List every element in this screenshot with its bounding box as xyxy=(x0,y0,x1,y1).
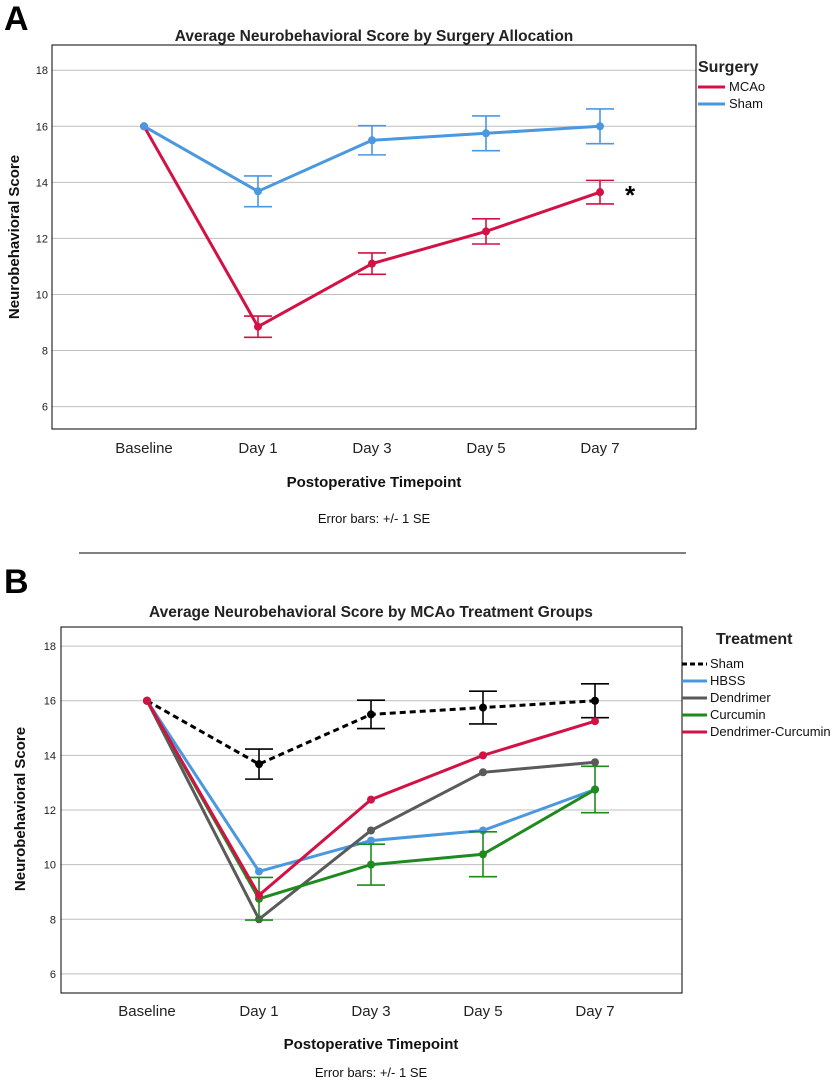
point-curcumin-day-7 xyxy=(591,785,599,794)
legend-item-mcao: MCAo xyxy=(698,79,765,94)
legend-item-dendrimer-curcumin: Dendrimer-Curcumin xyxy=(682,724,831,739)
y-tick-label-8: 8 xyxy=(50,914,56,926)
legend-label: Dendrimer-Curcumin xyxy=(710,724,831,739)
x-tick-label-day-5: Day 5 xyxy=(463,1003,502,1020)
point-mcao-day-1 xyxy=(254,322,262,331)
legend-item-sham: Sham xyxy=(682,656,744,671)
panel-a-x-axis-label: Postoperative Timepoint xyxy=(287,474,462,491)
point-sham-baseline xyxy=(140,122,148,131)
x-tick-label-day-1: Day 1 xyxy=(239,1003,278,1020)
y-tick-label-18: 18 xyxy=(36,65,48,77)
point-sham-day-3 xyxy=(368,136,376,145)
panel-b-y-tick-labels: 6 8 10 12 14 16 18 xyxy=(44,641,56,981)
y-tick-label-10: 10 xyxy=(44,860,56,872)
legend-item-dendrimer: Dendrimer xyxy=(682,690,771,705)
panel-b-x-axis-label: Postoperative Timepoint xyxy=(284,1036,459,1053)
series-dendrimer-curcumin xyxy=(143,696,599,900)
panel-b-y-axis-label: Neurobehavioral Score xyxy=(12,727,29,891)
panel-a-title: Average Neurobehavioral Score by Surgery… xyxy=(175,28,574,45)
panel-b-plot-frame xyxy=(60,626,683,994)
series-sham xyxy=(140,108,614,208)
panel-a-y-tick-labels: 6 8 10 12 14 16 18 xyxy=(36,65,48,413)
panel-b-gridlines xyxy=(61,645,682,975)
y-tick-label-6: 6 xyxy=(50,969,56,981)
x-tick-label-day-7: Day 7 xyxy=(580,440,619,457)
y-tick-label-12: 12 xyxy=(44,805,56,817)
x-tick-label-baseline: Baseline xyxy=(118,1003,176,1020)
legend-label: Curcumin xyxy=(710,707,766,722)
point-curcumin-day-5 xyxy=(479,850,487,859)
point-dendrimer-day-7 xyxy=(591,758,599,767)
legend-label: Sham xyxy=(710,656,744,671)
panel-b-series xyxy=(143,683,609,924)
point-mcao-day-3 xyxy=(368,259,376,268)
panel-b-legend: Treatment Sham HBSS Dendrimer Curcumin Dendri… xyxy=(682,631,831,739)
point-hbss-day-3 xyxy=(367,836,375,845)
point-dendrimer-curcumin-day-1 xyxy=(255,891,263,900)
x-tick-label-day-3: Day 3 xyxy=(351,1003,390,1020)
y-tick-label-18: 18 xyxy=(44,641,56,653)
point-dendrimer-curcumin-day-3 xyxy=(367,795,375,804)
y-tick-label-12: 12 xyxy=(36,233,48,245)
point-dendrimer-curcumin-baseline xyxy=(143,696,151,705)
y-tick-label-16: 16 xyxy=(44,696,56,708)
point-sham-day-5 xyxy=(479,703,487,712)
panel-b: B Average Neurobehavioral Score by MCAo … xyxy=(4,563,831,1080)
point-dendrimer-curcumin-day-5 xyxy=(479,751,487,760)
panel-a-x-tick-labels: Baseline Day 1 Day 3 Day 5 Day 7 xyxy=(115,440,619,457)
y-tick-label-14: 14 xyxy=(36,177,48,189)
legend-label: HBSS xyxy=(710,673,746,688)
point-sham-day-7 xyxy=(596,122,604,131)
panel-a-y-axis-label: Neurobehavioral Score xyxy=(6,155,23,319)
point-mcao-day-7 xyxy=(596,188,604,197)
panel-a-plot-frame xyxy=(51,44,697,430)
point-sham-day-3 xyxy=(367,710,375,719)
point-dendrimer-day-5 xyxy=(479,768,487,777)
panel-a-legend: Surgery MCAo Sham xyxy=(698,59,765,111)
panel-b-error-bar-note: Error bars: +/- 1 SE xyxy=(315,1065,428,1080)
point-hbss-day-1 xyxy=(255,867,263,876)
point-sham-day-5 xyxy=(482,129,490,138)
x-tick-label-day-3: Day 3 xyxy=(352,440,391,457)
panel-b-title: Average Neurobehavioral Score by MCAo Tr… xyxy=(149,604,593,621)
legend-title: Treatment xyxy=(716,631,793,648)
y-tick-label-6: 6 xyxy=(42,402,48,414)
panel-a-series xyxy=(140,108,614,339)
legend-item-sham: Sham xyxy=(698,96,763,111)
point-sham-day-7 xyxy=(591,696,599,705)
point-mcao-day-5 xyxy=(482,227,490,236)
point-sham-day-1 xyxy=(254,187,262,196)
line-mcao xyxy=(142,125,601,329)
legend-item-curcumin: Curcumin xyxy=(682,707,766,722)
point-sham-day-1 xyxy=(255,760,263,769)
point-curcumin-day-3 xyxy=(367,860,375,869)
panel-a-label: A xyxy=(4,0,29,38)
legend-label: MCAo xyxy=(729,79,765,94)
legend-label: Dendrimer xyxy=(710,690,771,705)
y-tick-label-16: 16 xyxy=(36,121,48,133)
panel-b-x-tick-labels: Baseline Day 1 Day 3 Day 5 Day 7 xyxy=(118,1003,614,1020)
panel-a-significance-marker: * xyxy=(625,180,636,210)
point-dendrimer-day-3 xyxy=(367,826,375,835)
y-tick-label-14: 14 xyxy=(44,750,56,762)
series-mcao xyxy=(140,122,614,339)
point-dendrimer-curcumin-day-7 xyxy=(591,717,599,726)
panel-a: A Average Neurobehavioral Score by Surge… xyxy=(4,0,765,526)
y-tick-label-8: 8 xyxy=(42,346,48,358)
series-sham xyxy=(143,683,609,780)
legend-title: Surgery xyxy=(698,59,759,76)
x-tick-label-day-1: Day 1 xyxy=(238,440,277,457)
x-tick-label-baseline: Baseline xyxy=(115,440,173,457)
x-tick-label-day-5: Day 5 xyxy=(466,440,505,457)
y-tick-label-10: 10 xyxy=(36,289,48,301)
legend-label: Sham xyxy=(729,96,763,111)
legend-item-hbss: HBSS xyxy=(682,673,746,688)
panel-b-label: B xyxy=(4,563,29,601)
x-tick-label-day-7: Day 7 xyxy=(575,1003,614,1020)
panel-a-error-bar-note: Error bars: +/- 1 SE xyxy=(318,511,431,526)
